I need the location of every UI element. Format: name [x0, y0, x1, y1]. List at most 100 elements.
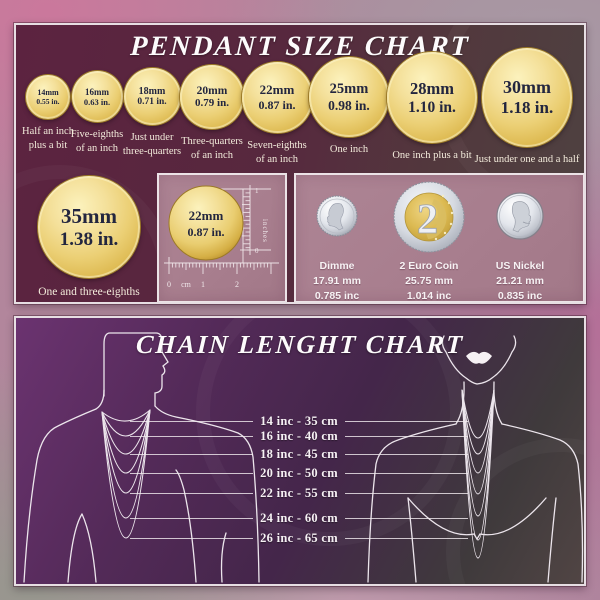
connector-line — [344, 472, 469, 474]
chain-length-label: 14 inc - 35 cm — [260, 413, 338, 428]
coins-panel: 2 Dimme 17.91 mm 0.785 inc — [294, 173, 584, 302]
pendant-label: Five-eighths of an inch — [71, 128, 124, 156]
pendant-label-line: of an inch — [76, 142, 118, 154]
coin-mm: 25.75 mm — [405, 275, 453, 288]
nickel-script — [522, 221, 531, 224]
pendant-circle: 28mm 1.10 in. — [387, 52, 477, 143]
ruler-figure: 1 0 inches 22mm 0.87 in. — [164, 185, 279, 289]
pendant-mm: 18mm — [138, 86, 166, 97]
coin-name: US Nickel — [495, 260, 545, 272]
connector-line — [130, 420, 254, 422]
pendant-mm: 28mm — [410, 78, 454, 98]
pendant-label-line: Just under — [130, 132, 174, 143]
pendant-label-line: plus a bit — [28, 139, 68, 151]
pendant-circle: 18mm 0.71 in. — [123, 68, 181, 125]
pendant-inches: 1.10 in. — [408, 98, 456, 116]
pendant-inches: 0.87 in. — [258, 98, 296, 112]
chain-length-row: 22 inc - 55 cm — [130, 485, 469, 501]
connector-line — [344, 492, 469, 494]
pendant-label: Half an inch plus a bit — [22, 125, 74, 153]
pendant-mm: 20mm — [196, 85, 228, 97]
dime-coin — [316, 195, 358, 237]
pendant-label: One inch plus a bit — [392, 149, 471, 163]
dime-portrait — [326, 203, 344, 231]
euro-map — [426, 199, 447, 239]
pendant-label-line: Three-quarters — [181, 136, 243, 147]
chain-length-row: 16 inc - 40 cm — [130, 428, 469, 444]
coin-caption: 2 Euro Coin 25.75 mm 1.014 inc — [374, 259, 484, 302]
pendant-mm: 16mm — [85, 86, 109, 97]
pendant-circle: 30mm 1.18 in. — [482, 48, 572, 147]
pendant-label: Seven-eighths of an inch — [247, 139, 307, 167]
pendant-circle: 14mm 0.55 in. — [26, 75, 70, 119]
pendant-inches: 0.63 in. — [83, 96, 111, 107]
pendant-inches: 0.71 in. — [137, 97, 167, 107]
inch-tick-0: 0 — [255, 247, 259, 255]
cm-ruler — [164, 262, 279, 274]
pendant-size-item: 16mm 0.63 in. Five-eighths of an inch — [52, 49, 142, 156]
pendant-label-line: One inch plus a bit — [392, 150, 472, 161]
pendant-label-line: three-quarters — [122, 145, 182, 157]
chain-length-label: 18 inc - 45 cm — [260, 446, 338, 461]
connector-line — [344, 517, 469, 519]
connector-line — [130, 435, 254, 437]
coins-figure: 2 — [316, 181, 544, 253]
pendant-label: One inch — [330, 143, 368, 157]
chain-length-label: 20 inc - 50 cm — [260, 465, 338, 480]
coin-caption: Dimme 17.91 mm 0.785 inc — [282, 259, 392, 303]
pendant-label: Three-quarters of an inch — [181, 135, 243, 163]
coin-name: 2 Euro Coin — [399, 260, 459, 272]
pendant-size-panel: PENDANT SIZE CHART 14mm 0.55 in. Half an… — [14, 23, 586, 304]
male-silhouette — [23, 332, 260, 583]
connector-line — [344, 420, 469, 422]
chain-length-label: 16 inc - 40 cm — [260, 428, 338, 443]
connector-line — [130, 517, 254, 519]
pendant-inches: 1.18 in. — [500, 98, 554, 117]
coin-inches: 0.785 inc — [314, 290, 360, 303]
chain-length-row: 20 inc - 50 cm — [130, 465, 469, 481]
coin-caption: US Nickel 21.21 mm 0.835 inc — [465, 259, 575, 302]
connector-line — [130, 537, 254, 539]
pendant-label-line: Just under one and a half — [474, 154, 580, 165]
connector-line — [344, 537, 469, 539]
coin-name: Dimme — [319, 260, 355, 272]
chain-length-figure — [23, 332, 584, 583]
cm-tick-1: 1 — [201, 280, 205, 289]
ruler-pendant-circle — [168, 185, 244, 261]
connector-line — [344, 453, 469, 455]
chain-length-label: 24 inc - 60 cm — [260, 510, 338, 525]
euro-face-value: 2 — [417, 197, 438, 243]
cm-tick-2: 2 — [235, 280, 239, 289]
euro-coin: 2 — [393, 181, 465, 253]
pendant-circle: 25mm 0.98 in. — [309, 57, 389, 137]
pendant-inches: 1.38 in. — [59, 228, 119, 250]
pendant-size-item: 25mm 0.98 in. One inch — [304, 49, 394, 157]
pendant-label-line: inches — [19, 301, 159, 303]
pendant-inches: 0.79 in. — [195, 97, 229, 109]
pendant-circle: 20mm 0.79 in. — [180, 65, 244, 129]
male-chains — [101, 409, 151, 539]
pendant-label-line: One and three-eighths — [38, 286, 140, 298]
pendant-label-line: Seven-eighths — [247, 140, 307, 151]
pendant-label: Just under one and a half — [475, 153, 580, 167]
nickel-portrait — [511, 201, 532, 233]
connector-line — [130, 492, 254, 494]
pendant-size-item: 22mm 0.87 in. Seven-eighths of an inch — [232, 49, 322, 167]
ruler-pendant-inches: 0.87 in. — [187, 225, 224, 239]
chain-chart-title: CHAIN LENGHT CHART — [135, 330, 465, 359]
pendant-size-item: 30mm 1.18 in. Just under one and a half — [475, 48, 579, 167]
large-pendant-label: One and three-eighths inches — [19, 285, 159, 303]
pendant-label-line: of an inch — [256, 153, 298, 165]
pendant-label-line: Half an inch — [22, 126, 74, 137]
inch-tick-1: 1 — [255, 187, 259, 195]
female-chains — [461, 389, 495, 559]
pendant-size-item: 18mm 0.71 in. Just under three-quarters — [107, 49, 197, 159]
chain-length-label: 22 inc - 55 cm — [260, 485, 338, 500]
euro-stars — [434, 194, 454, 241]
pendant-size-item: 14mm 0.55 in. Half an inch plus a bit — [16, 49, 93, 153]
pendant-mm: 14mm — [37, 88, 59, 97]
lips-icon — [466, 351, 492, 364]
coin-mm: 17.91 mm — [313, 275, 361, 288]
connector-line — [344, 435, 469, 437]
